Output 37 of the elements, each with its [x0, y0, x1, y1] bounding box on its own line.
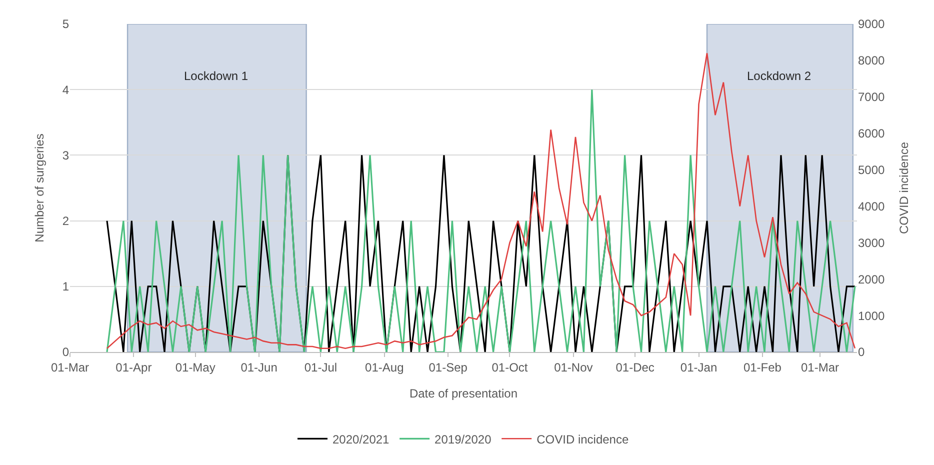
x-tick-label: 01-Aug — [365, 360, 404, 374]
y2-tick-label: 4000 — [858, 199, 886, 214]
y2-tick-label: 9000 — [858, 17, 886, 32]
y-tick-label: 3 — [62, 148, 70, 162]
x-tick-label: 01-Oct — [492, 360, 528, 374]
x-tick-label: 01-Jan — [680, 360, 718, 374]
legend-label: COVID incidence — [536, 432, 629, 446]
x-tick-label: 01-May — [175, 360, 216, 374]
y2-tick-label: 2000 — [858, 272, 886, 286]
y-tick-label: 4 — [62, 82, 70, 97]
x-tick-label: 01-Apr — [116, 360, 152, 374]
x-tick-label: 01-Sep — [428, 360, 468, 374]
y2-tick-label: 8000 — [858, 54, 886, 68]
y2-tick-label: 1000 — [858, 308, 886, 323]
y-tick-label: 0 — [62, 345, 70, 360]
x-axis-title: Date of presentation — [409, 386, 518, 400]
y-tick-label: 2 — [62, 214, 70, 228]
x-tick-label: 01-Jul — [304, 360, 338, 374]
y2-tick-label: 3000 — [858, 236, 886, 250]
y2-tick-label: 5000 — [858, 162, 886, 177]
x-tick-label: 01-Mar — [50, 360, 90, 374]
legend-label: 2019/2020 — [434, 432, 492, 446]
y-axis-title: Number of surgeries — [32, 134, 47, 242]
y2-tick-label: 7000 — [858, 90, 886, 104]
x-tick-label: 01-Dec — [616, 360, 654, 374]
legend-label: 2020/2021 — [332, 432, 390, 446]
y2-axis-title: COVID incidence — [896, 142, 911, 234]
y-tick-label: 1 — [62, 280, 70, 294]
band-label: Lockdown 1 — [184, 69, 248, 83]
y2-tick-label: 6000 — [858, 126, 886, 141]
y-tick-label: 5 — [62, 17, 70, 32]
band-label: Lockdown 2 — [747, 69, 812, 83]
x-tick-label: 01-Nov — [554, 360, 593, 374]
y2-tick-label: 0 — [858, 345, 865, 360]
x-tick-label: 01-Jun — [240, 360, 278, 374]
x-tick-label: 01-Feb — [743, 360, 782, 374]
x-tick-label: 01-Mar — [801, 360, 840, 374]
